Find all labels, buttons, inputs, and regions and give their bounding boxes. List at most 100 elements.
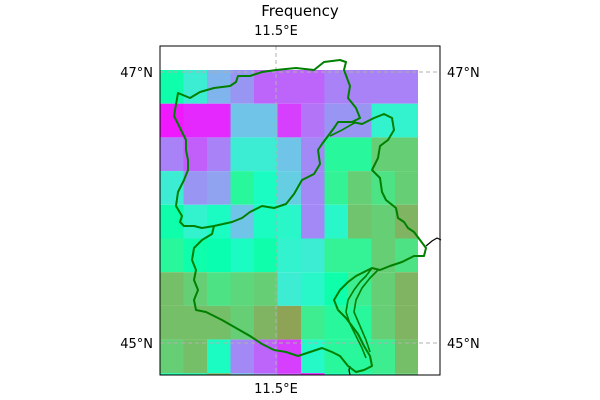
grid-cell-r8-c7 bbox=[324, 339, 348, 374]
grid-cell-r0-c10 bbox=[395, 70, 418, 104]
grid-cell-r2-c6 bbox=[301, 137, 325, 172]
grid-cell-r8-c2 bbox=[207, 339, 231, 374]
grid-cell-r5-c1 bbox=[183, 238, 207, 273]
grid-cell-r6-c6 bbox=[301, 272, 325, 306]
grid-cell-r2-c1 bbox=[183, 137, 207, 172]
grid-cell-r9-c0 bbox=[160, 373, 184, 375]
grid-cell-r3-c9 bbox=[371, 171, 395, 205]
grid-cell-r0-c6 bbox=[301, 70, 325, 104]
grid-cell-r8-c0 bbox=[160, 339, 184, 374]
grid-cell-r1-c3 bbox=[230, 103, 254, 138]
grid-cell-r0-c0 bbox=[160, 70, 184, 104]
grid-cell-r9-c8 bbox=[348, 373, 372, 375]
grid-cell-r1-c8 bbox=[348, 103, 372, 138]
grid-cell-r1-c1 bbox=[183, 103, 207, 138]
grid-cell-r9-c4 bbox=[254, 373, 278, 375]
grid-cell-r0-c1 bbox=[183, 70, 207, 104]
grid-cell-r5-c7 bbox=[324, 238, 348, 273]
grid-cell-r8-c5 bbox=[277, 339, 301, 374]
grid-cell-r8-c9 bbox=[371, 339, 395, 374]
grid-cell-r2-c7 bbox=[324, 137, 348, 172]
grid-cell-r4-c2 bbox=[207, 204, 231, 239]
grid-cell-r3-c3 bbox=[230, 171, 254, 205]
grid-cell-r9-c7 bbox=[324, 373, 348, 375]
grid-cell-r9-c6 bbox=[301, 373, 325, 375]
lat-label-47-right: 47°N bbox=[447, 66, 480, 81]
grid-cell-r8-c10 bbox=[395, 339, 418, 374]
grid-cell-r7-c10 bbox=[395, 305, 418, 340]
map-title: Frequency bbox=[261, 2, 339, 20]
grid-cell-r3-c8 bbox=[348, 171, 372, 205]
grid-cell-r7-c0 bbox=[160, 305, 184, 340]
grid-cell-r1-c4 bbox=[254, 103, 278, 138]
grid-cell-r6-c8 bbox=[348, 272, 372, 306]
grid-cell-r0-c9 bbox=[371, 70, 395, 104]
grid-cell-r6-c2 bbox=[207, 272, 231, 306]
grid-cell-r9-c9 bbox=[371, 373, 395, 375]
grid-cell-r5-c9 bbox=[371, 238, 395, 273]
grid-cell-r0-c8 bbox=[348, 70, 372, 104]
grid-cell-r7-c1 bbox=[183, 305, 207, 340]
grid-cell-r9-c3 bbox=[230, 373, 254, 375]
grid-cell-r0-c7 bbox=[324, 70, 348, 104]
grid-cell-r7-c4 bbox=[254, 305, 278, 340]
grid-cell-r2-c10 bbox=[395, 137, 418, 172]
coastline-east bbox=[425, 237, 442, 247]
grid-cell-r3-c4 bbox=[254, 171, 278, 205]
grid-cell-r4-c0 bbox=[160, 204, 184, 239]
grid-cell-r4-c6 bbox=[301, 204, 325, 239]
grid-cell-r4-c1 bbox=[183, 204, 207, 239]
grid-cell-r1-c7 bbox=[324, 103, 348, 138]
grid-cell-r7-c7 bbox=[324, 305, 348, 340]
grid-cell-r2-c5 bbox=[277, 137, 301, 172]
grid-cell-r7-c5 bbox=[277, 305, 301, 340]
grid-cell-r4-c8 bbox=[348, 204, 372, 239]
grid-cell-r1-c9 bbox=[371, 103, 395, 138]
lon-label-top: 11.5°E bbox=[254, 24, 298, 39]
grid-cell-r6-c1 bbox=[183, 272, 207, 306]
grid-cell-r5-c0 bbox=[160, 238, 184, 273]
grid-cell-r1-c5 bbox=[277, 103, 301, 138]
grid-cell-r8-c4 bbox=[254, 339, 278, 374]
grid-cell-r9-c10 bbox=[395, 373, 418, 375]
lon-label-bottom: 11.5°E bbox=[254, 382, 298, 397]
lat-label-45-right: 45°N bbox=[447, 337, 480, 352]
grid-cell-r6-c4 bbox=[254, 272, 278, 306]
grid-cell-r4-c5 bbox=[277, 204, 301, 239]
grid-cell-r5-c6 bbox=[301, 238, 325, 273]
map-frame bbox=[159, 45, 441, 376]
grid-cell-r6-c7 bbox=[324, 272, 348, 306]
grid-cell-r1-c0 bbox=[160, 103, 184, 138]
grid-cell-r3-c10 bbox=[395, 171, 418, 205]
grid-cell-r5-c8 bbox=[348, 238, 372, 273]
grid-cell-r8-c3 bbox=[230, 339, 254, 374]
grid-cell-r4-c4 bbox=[254, 204, 278, 239]
grid-cell-r3-c7 bbox=[324, 171, 348, 205]
grid-cell-r1-c6 bbox=[301, 103, 325, 138]
lat-label-47-left: 47°N bbox=[120, 66, 153, 81]
grid-cell-r2-c8 bbox=[348, 137, 372, 172]
grid-cell-r3-c5 bbox=[277, 171, 301, 205]
grid-cell-r9-c5 bbox=[277, 373, 301, 375]
grid-cell-r7-c6 bbox=[301, 305, 325, 340]
lat-label-45-left: 45°N bbox=[120, 337, 153, 352]
grid-cell-r2-c0 bbox=[160, 137, 184, 172]
grid-cell-r6-c5 bbox=[277, 272, 301, 306]
grid-cell-r9-c1 bbox=[183, 373, 207, 375]
grid-cell-r5-c10 bbox=[395, 238, 418, 273]
grid-cell-r6-c3 bbox=[230, 272, 254, 306]
grid-cell-r5-c4 bbox=[254, 238, 278, 273]
grid-cell-r1-c10 bbox=[395, 103, 418, 138]
grid-cell-r2-c2 bbox=[207, 137, 231, 172]
grid-cell-r8-c1 bbox=[183, 339, 207, 374]
grid-cell-r5-c3 bbox=[230, 238, 254, 273]
grid-cell-r9-c2 bbox=[207, 373, 231, 375]
grid-cell-r7-c9 bbox=[371, 305, 395, 340]
grid-cell-r8-c6 bbox=[301, 339, 325, 374]
grid-cell-r7-c3 bbox=[230, 305, 254, 340]
grid-cell-r3-c1 bbox=[183, 171, 207, 205]
lagoon-outline bbox=[345, 267, 379, 359]
grid-cell-r5-c2 bbox=[207, 238, 231, 273]
grid-cell-r6-c0 bbox=[160, 272, 184, 306]
